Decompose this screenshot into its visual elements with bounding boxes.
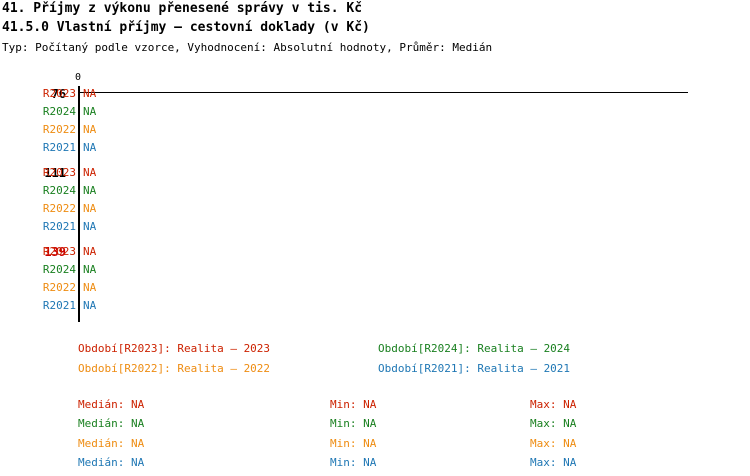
legend-item: Období[R2024]: Realita – 2024 <box>378 342 571 355</box>
axis-tick-zero: 0 <box>75 72 82 83</box>
plot-row: R2024 NA <box>0 263 750 277</box>
period-label: R2023 <box>42 166 76 179</box>
period-label: R2021 <box>42 299 76 312</box>
bar-value-label: NA <box>83 166 97 179</box>
axis-vertical-zero-line <box>78 86 80 322</box>
legend-item: Období[R2023]: Realita – 2023 <box>78 342 271 355</box>
period-label: R2023 <box>42 245 76 258</box>
period-label: R2022 <box>42 281 76 294</box>
stat-min: Min: NA <box>330 417 377 431</box>
plot-row: 76 R2023 NA <box>0 87 750 101</box>
bar-value-label: NA <box>83 105 97 118</box>
bar-value-label: NA <box>83 184 97 197</box>
legend-item: Období[R2022]: Realita – 2022 <box>78 362 271 375</box>
bar-value-label: NA <box>83 281 97 294</box>
bar-value-label: NA <box>83 220 97 233</box>
period-label: R2024 <box>42 105 76 118</box>
stat-median: Medián: NA <box>78 417 145 431</box>
plot-row: R2024 NA <box>0 105 750 119</box>
plot-row: R2022 NA <box>0 123 750 137</box>
legend-item: Období[R2021]: Realita – 2021 <box>378 362 571 375</box>
statistics-block: Medián: NA Min: NA Max: NA Medián: NA Min: N… <box>0 388 750 476</box>
period-label: R2021 <box>42 220 76 233</box>
row-group-number: 76 <box>51 87 66 101</box>
plot-row: R2021 NA <box>0 299 750 313</box>
plot-row: R2022 NA <box>0 281 750 295</box>
bar-value-label: NA <box>83 299 97 312</box>
stat-max: Max: NA <box>530 417 577 431</box>
stat-median: Medián: NA <box>78 398 145 411</box>
bar-value-label: NA <box>83 245 97 258</box>
plot-area: 0 76 R2023 NA R2024 NA R2022 NA R2021 NA 111 R2023… <box>0 60 750 335</box>
period-label: R2022 <box>42 202 76 215</box>
period-label: R2021 <box>42 141 76 154</box>
row-group-number: 111 <box>44 166 66 180</box>
plot-row: R2024 NA <box>0 184 750 198</box>
period-label: R2024 <box>42 184 76 197</box>
bar-value-label: NA <box>83 87 97 100</box>
bar-value-label: NA <box>83 123 97 136</box>
stat-max: Max: NA <box>530 436 577 450</box>
stat-max: Max: NA <box>530 455 577 469</box>
stat-min: Min: NA <box>330 436 377 450</box>
stat-min: Min: NA <box>330 455 377 469</box>
plot-row: R2021 NA <box>0 220 750 234</box>
bar-value-label: NA <box>83 141 97 154</box>
axis-horizontal <box>78 92 688 93</box>
bar-value-label: NA <box>83 202 97 215</box>
plot-row: 111 R2023 NA <box>0 166 750 180</box>
plot-row: R2021 NA <box>0 141 750 155</box>
plot-row: R2022 NA <box>0 202 750 216</box>
period-label: R2022 <box>42 123 76 136</box>
chart-subtitle-heading: 41.5.0 Vlastní příjmy – cestovní doklady… <box>2 20 370 35</box>
stat-max: Max: NA <box>530 398 577 411</box>
stat-median: Medián: NA <box>78 436 145 450</box>
stat-min: Min: NA <box>330 398 377 411</box>
period-label: R2024 <box>42 263 76 276</box>
stat-median: Medián: NA <box>78 455 145 469</box>
row-group-number: 139 <box>44 245 66 259</box>
legend: Období[R2023]: Realita – 2023 Období[R202… <box>0 335 750 380</box>
page-title: 41. Příjmy z výkonu přenesené správy v t… <box>2 1 363 16</box>
period-label: R2023 <box>42 87 76 100</box>
plot-row: 139 R2023 NA <box>0 245 750 259</box>
chart-meta-line: Typ: Počítaný podle vzorce, Vyhodnocení:… <box>2 41 493 54</box>
bar-value-label: NA <box>83 263 97 276</box>
